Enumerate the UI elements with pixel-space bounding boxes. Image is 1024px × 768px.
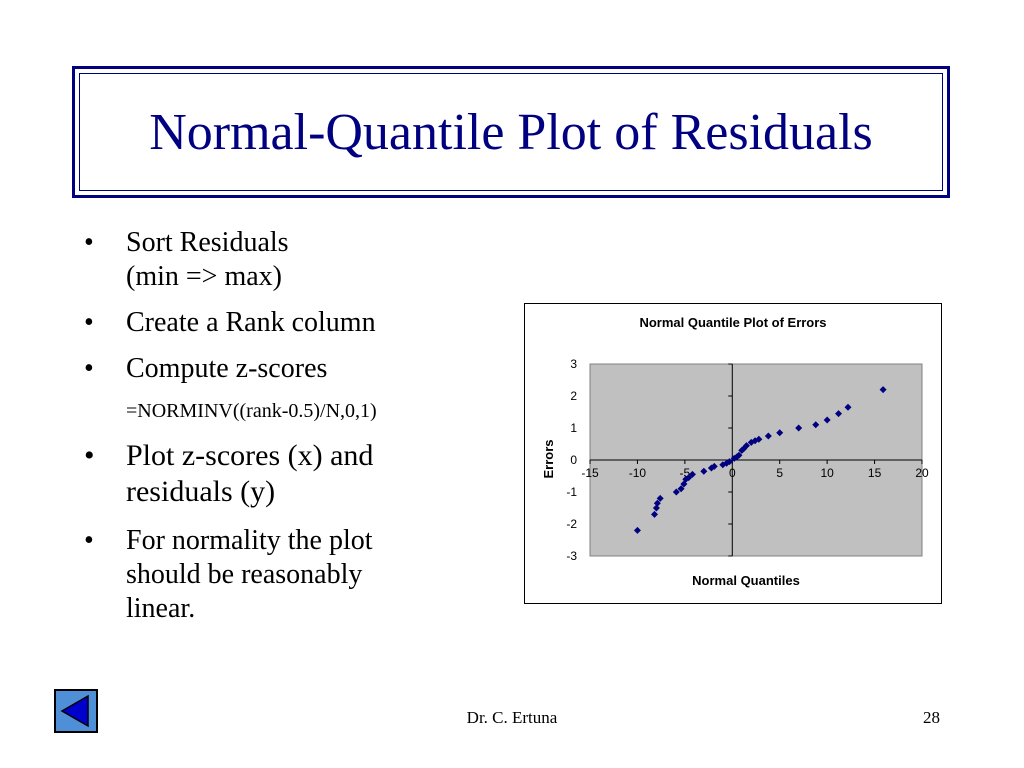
data-point <box>812 421 820 429</box>
data-point <box>710 462 718 470</box>
bullet-item: • Plot z-scores (x) and residuals (y) <box>84 438 484 510</box>
bullet-line: linear. <box>126 593 196 624</box>
y-axis-label: Errors <box>541 439 556 478</box>
x-tick-label: 5 <box>776 466 783 480</box>
data-point <box>672 488 680 496</box>
x-tick-label: 10 <box>820 466 834 480</box>
data-point <box>755 435 763 443</box>
bullet-line: Create a Rank column <box>126 307 376 338</box>
bullet-line: Compute z-scores <box>126 353 328 384</box>
data-point <box>725 458 733 466</box>
bullet-item: • Sort Residuals <box>84 226 484 260</box>
y-tick-label: -1 <box>566 485 577 499</box>
x-tick-label: -15 <box>581 466 599 480</box>
chart-title: Normal Quantile Plot of Errors <box>639 315 826 330</box>
bullet-marker: • <box>84 353 94 384</box>
bullet-text: Compute z-scores <box>126 352 484 386</box>
data-point <box>764 432 772 440</box>
data-point <box>633 526 641 534</box>
bullet-line: residuals (y) <box>126 475 276 508</box>
bullet-item: • Compute z-scores <box>84 352 484 386</box>
x-tick-label: 15 <box>868 466 882 480</box>
title-frame: Normal-Quantile Plot of Residuals <box>72 66 950 198</box>
y-tick-label: 2 <box>570 389 577 403</box>
data-point <box>735 451 743 459</box>
bullet-text: Plot z-scores (x) and residuals (y) <box>126 438 484 510</box>
scatter-chart: Normal Quantile Plot of Errors3210-1-2-3… <box>541 315 929 588</box>
data-point <box>651 510 659 518</box>
data-point <box>652 504 660 512</box>
data-point <box>653 499 661 507</box>
y-tick-label: -2 <box>566 517 577 531</box>
bullet-item: • Create a Rank column <box>84 306 484 340</box>
bullet-line: should be reasonably <box>126 559 363 590</box>
y-tick-label: 3 <box>570 357 577 371</box>
footer-author: Dr. C. Ertuna <box>466 708 558 727</box>
bullet-line: Plot z-scores (x) and <box>126 439 374 472</box>
page-number: 28 <box>923 708 940 727</box>
data-point <box>743 442 751 450</box>
data-point <box>776 429 784 437</box>
bullet-item: =NORMINV((rank-0.5)/N,0,1) <box>84 398 484 424</box>
y-tick-label: 1 <box>570 421 577 435</box>
data-point <box>795 424 803 432</box>
data-point <box>700 467 708 475</box>
data-point <box>823 416 831 424</box>
data-point <box>740 445 748 453</box>
bullet-text: Create a Rank column <box>126 306 484 340</box>
bullet-line: Sort Residuals <box>126 227 289 258</box>
data-point <box>677 485 685 493</box>
data-point <box>879 386 887 394</box>
x-tick-label: -5 <box>680 466 691 480</box>
bullet-line: (min => max) <box>126 261 282 292</box>
chart-frame: Normal Quantile Plot of Errors 3 2 1 0 -1 -2 -3… <box>524 303 942 604</box>
y-tick-label: -3 <box>566 549 577 563</box>
bullet-list: • Sort Residuals (min => max) • Create a Ran… <box>84 226 484 626</box>
data-point <box>835 410 843 418</box>
x-axis-label: Normal Quantiles <box>692 573 800 588</box>
bullet-text: Sort Residuals <box>126 226 484 260</box>
x-tick-label: 20 <box>915 466 929 480</box>
bullet-item: (min => max) <box>84 260 484 294</box>
bullet-marker: • <box>84 439 95 472</box>
bullet-line: For normality the plot <box>126 525 373 556</box>
title-frame-inner: Normal-Quantile Plot of Residuals <box>79 73 943 191</box>
bullet-text: =NORMINV((rank-0.5)/N,0,1) <box>126 398 484 424</box>
bullet-marker: • <box>84 307 94 338</box>
back-nav-button[interactable] <box>54 689 98 733</box>
slide-title: Normal-Quantile Plot of Residuals <box>149 103 873 161</box>
bullet-line: =NORMINV((rank-0.5)/N,0,1) <box>126 400 377 422</box>
bullet-marker: • <box>84 525 94 556</box>
x-tick-label: -10 <box>629 466 647 480</box>
bullet-item: • For normality the plot should be reasona… <box>84 524 484 626</box>
data-point <box>844 403 852 411</box>
bullet-text: For normality the plot should be reasonab… <box>126 524 484 626</box>
bullet-text: (min => max) <box>126 260 484 294</box>
back-arrow-icon <box>60 694 89 728</box>
y-tick-label: 0 <box>570 453 577 467</box>
bullet-marker: • <box>84 227 94 258</box>
data-point <box>688 470 696 478</box>
x-tick-label: 0 <box>729 466 736 480</box>
data-point <box>656 494 664 502</box>
